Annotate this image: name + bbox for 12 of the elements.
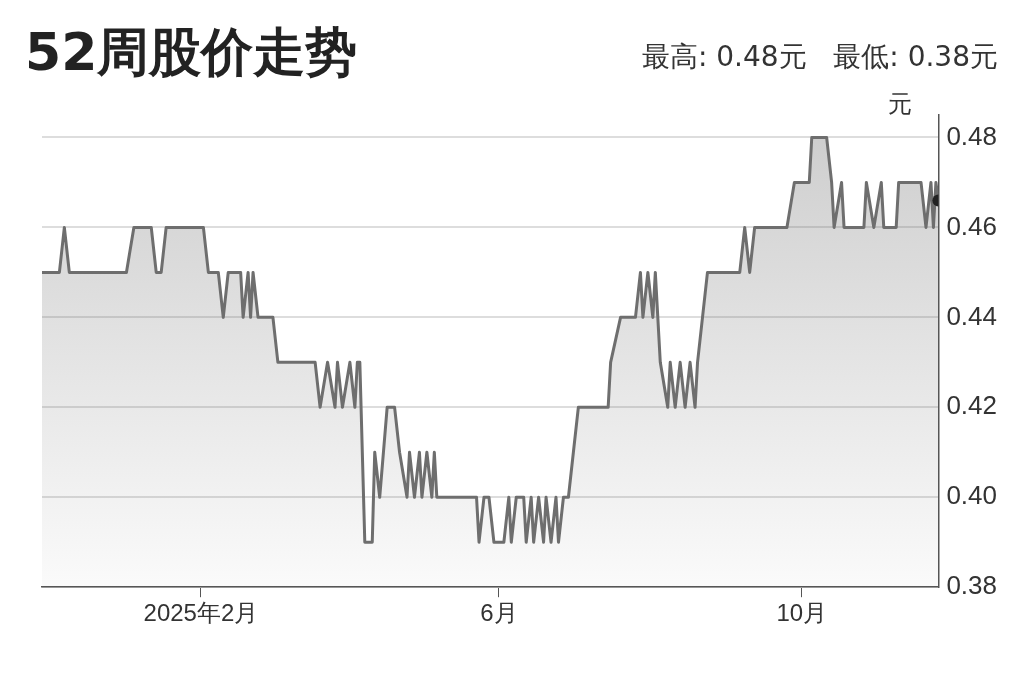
chart-title: 52周股价走势 [25, 21, 358, 84]
x-tick-label: 2025年2月 [143, 599, 259, 627]
y-tick-label: 0.42 [946, 390, 998, 421]
x-tick-label: 10月 [776, 599, 828, 627]
chart-subtitle: 最高: 0.48元 最低: 0.38元 [641, 39, 998, 75]
y-tick-label: 0.44 [946, 300, 998, 331]
y-tick-label: 0.40 [946, 480, 998, 511]
y-tick-label: 0.38 [946, 570, 998, 601]
y-axis-title: 元 [888, 89, 912, 120]
x-tick-label: 6月 [480, 599, 518, 627]
y-tick-label: 0.46 [946, 210, 998, 241]
y-tick-label: 0.48 [946, 120, 998, 151]
